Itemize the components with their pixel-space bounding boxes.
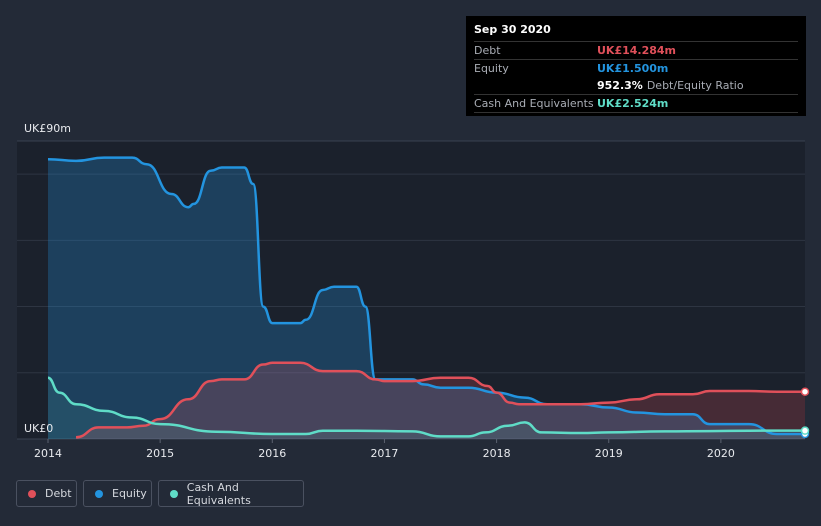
x-tick-label: 2019 — [595, 447, 623, 460]
tooltip-label: Debt — [474, 44, 501, 57]
debt-end-marker — [800, 387, 810, 396]
legend-label-debt: Debt — [45, 487, 72, 500]
legend-label-equity: Equity — [112, 487, 147, 500]
x-tick-label: 2020 — [707, 447, 735, 460]
legend-label-cash: Cash And Equivalents — [186, 480, 251, 507]
tooltip-value-equity: UK£1.500m — [597, 62, 669, 75]
debt-dot-icon — [28, 489, 36, 498]
tooltip-row-cash: Cash And Equivalents UK£2.524m — [474, 94, 798, 113]
debt-line — [75, 361, 805, 439]
cash-line — [47, 376, 806, 438]
end-markers — [800, 387, 810, 439]
tooltip-panel: Sep 30 2020 Debt UK£14.284m Equity UK£1.… — [466, 16, 806, 116]
x-tick-label: 2017 — [370, 447, 398, 460]
tooltip-date: Sep 30 2020 — [474, 23, 551, 36]
series-areas — [48, 157, 805, 439]
plot-area — [17, 141, 805, 439]
cash-end-marker — [800, 426, 810, 435]
tooltip-label: Equity — [474, 62, 509, 75]
tooltip-value-cash: UK£2.524m — [597, 97, 669, 110]
gridlines — [17, 140, 805, 440]
legend-item-equity[interactable]: Equity — [83, 480, 152, 507]
x-axis-ticks: 2014 2015 2016 2017 2018 2019 2020 — [34, 439, 735, 460]
tooltip-label: Cash And Equivalents — [474, 97, 594, 110]
legend-item-debt[interactable]: Debt — [16, 480, 77, 507]
y-axis-top-label: UK£90m — [24, 122, 71, 135]
tooltip-ratio-note: Debt/Equity Ratio — [646, 79, 744, 92]
series-lines — [47, 156, 806, 439]
debt-area — [76, 362, 805, 439]
tooltip-row-equity: Equity UK£1.500m — [474, 59, 798, 77]
equity-dot-icon — [95, 489, 103, 498]
legend-item-cash[interactable]: Cash And Equivalents — [158, 480, 304, 507]
x-tick-label: 2018 — [483, 447, 511, 460]
x-tick-label: 2016 — [258, 447, 286, 460]
tooltip-row-debt: Debt UK£14.284m — [474, 41, 798, 59]
y-axis-bottom-label: UK£0 — [24, 422, 53, 435]
equity-line — [47, 156, 805, 436]
x-tick-label: 2014 — [34, 447, 62, 460]
cash-area — [48, 377, 805, 439]
tooltip-value-ratio: 952.3% — [597, 79, 643, 92]
x-tick-label: 2015 — [146, 447, 174, 460]
equity-area — [48, 157, 805, 439]
tooltip-row-ratio: 952.3% Debt/Equity Ratio — [474, 77, 798, 94]
tooltip-value-debt: UK£14.284m — [597, 44, 677, 57]
cash-dot-icon — [170, 489, 178, 498]
